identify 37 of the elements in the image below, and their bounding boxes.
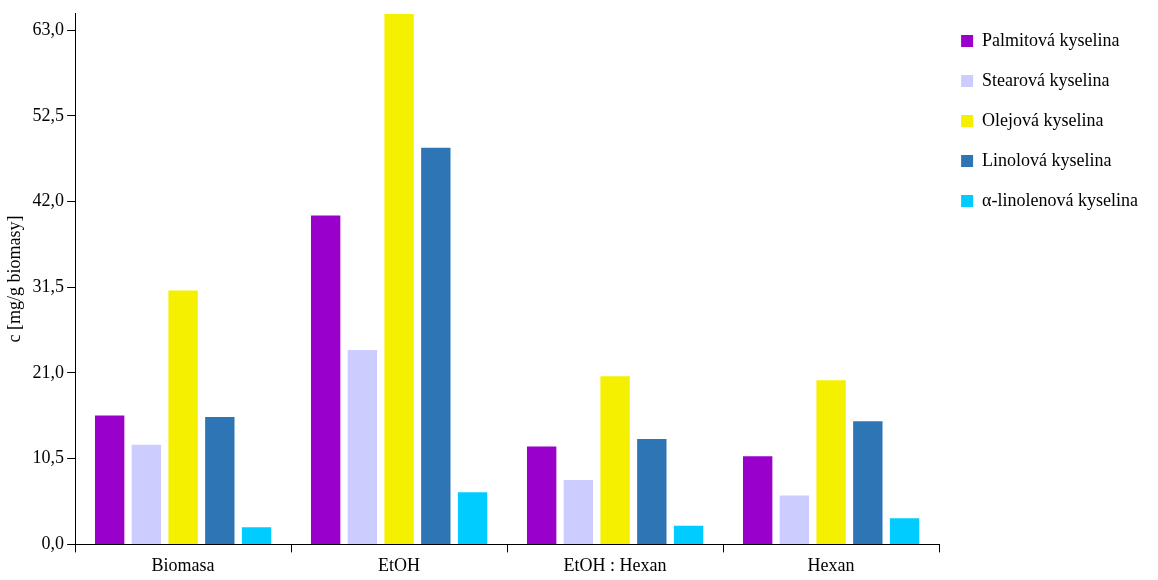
bar [673,525,704,544]
bar [853,421,883,544]
bar [205,417,235,544]
y-axis-title: c [mg/g biomasy] [3,215,24,343]
y-tick-label: 63,0 [32,18,65,39]
bar [779,495,810,544]
bar [600,376,630,544]
x-tick-label: EtOH : Hexan [563,554,667,575]
bar [563,479,594,544]
y-tick-label: 52,5 [32,104,65,125]
legend-label: Stearová kyselina [982,69,1110,90]
legend-label: α-linolenová kyselina [982,189,1139,210]
bar [637,439,667,544]
x-tick-label: Biomasa [151,554,215,575]
y-tick-label: 10,5 [32,447,65,468]
bar [889,518,920,544]
y-tick-label: 0,0 [41,533,65,554]
bar [94,415,125,544]
bar [310,215,341,544]
legend-label: Linolová kyselina [982,149,1112,170]
x-tick-label: Hexan [807,554,855,575]
bar [742,456,773,544]
bar [168,290,198,544]
bar [457,492,488,544]
y-tick-label: 42,0 [32,190,65,211]
legend-label: Olejová kyselina [982,109,1104,130]
bar [384,13,414,544]
bar [131,444,162,544]
legend-label: Palmitová kyselina [982,29,1120,50]
bar [816,380,846,544]
bar [347,350,378,544]
bar [526,446,557,544]
y-tick-label: 31,5 [32,276,65,296]
y-tick-label: 21,0 [32,361,65,382]
bar [421,147,451,544]
x-tick-label: EtOH [378,554,421,575]
bar [241,527,272,544]
